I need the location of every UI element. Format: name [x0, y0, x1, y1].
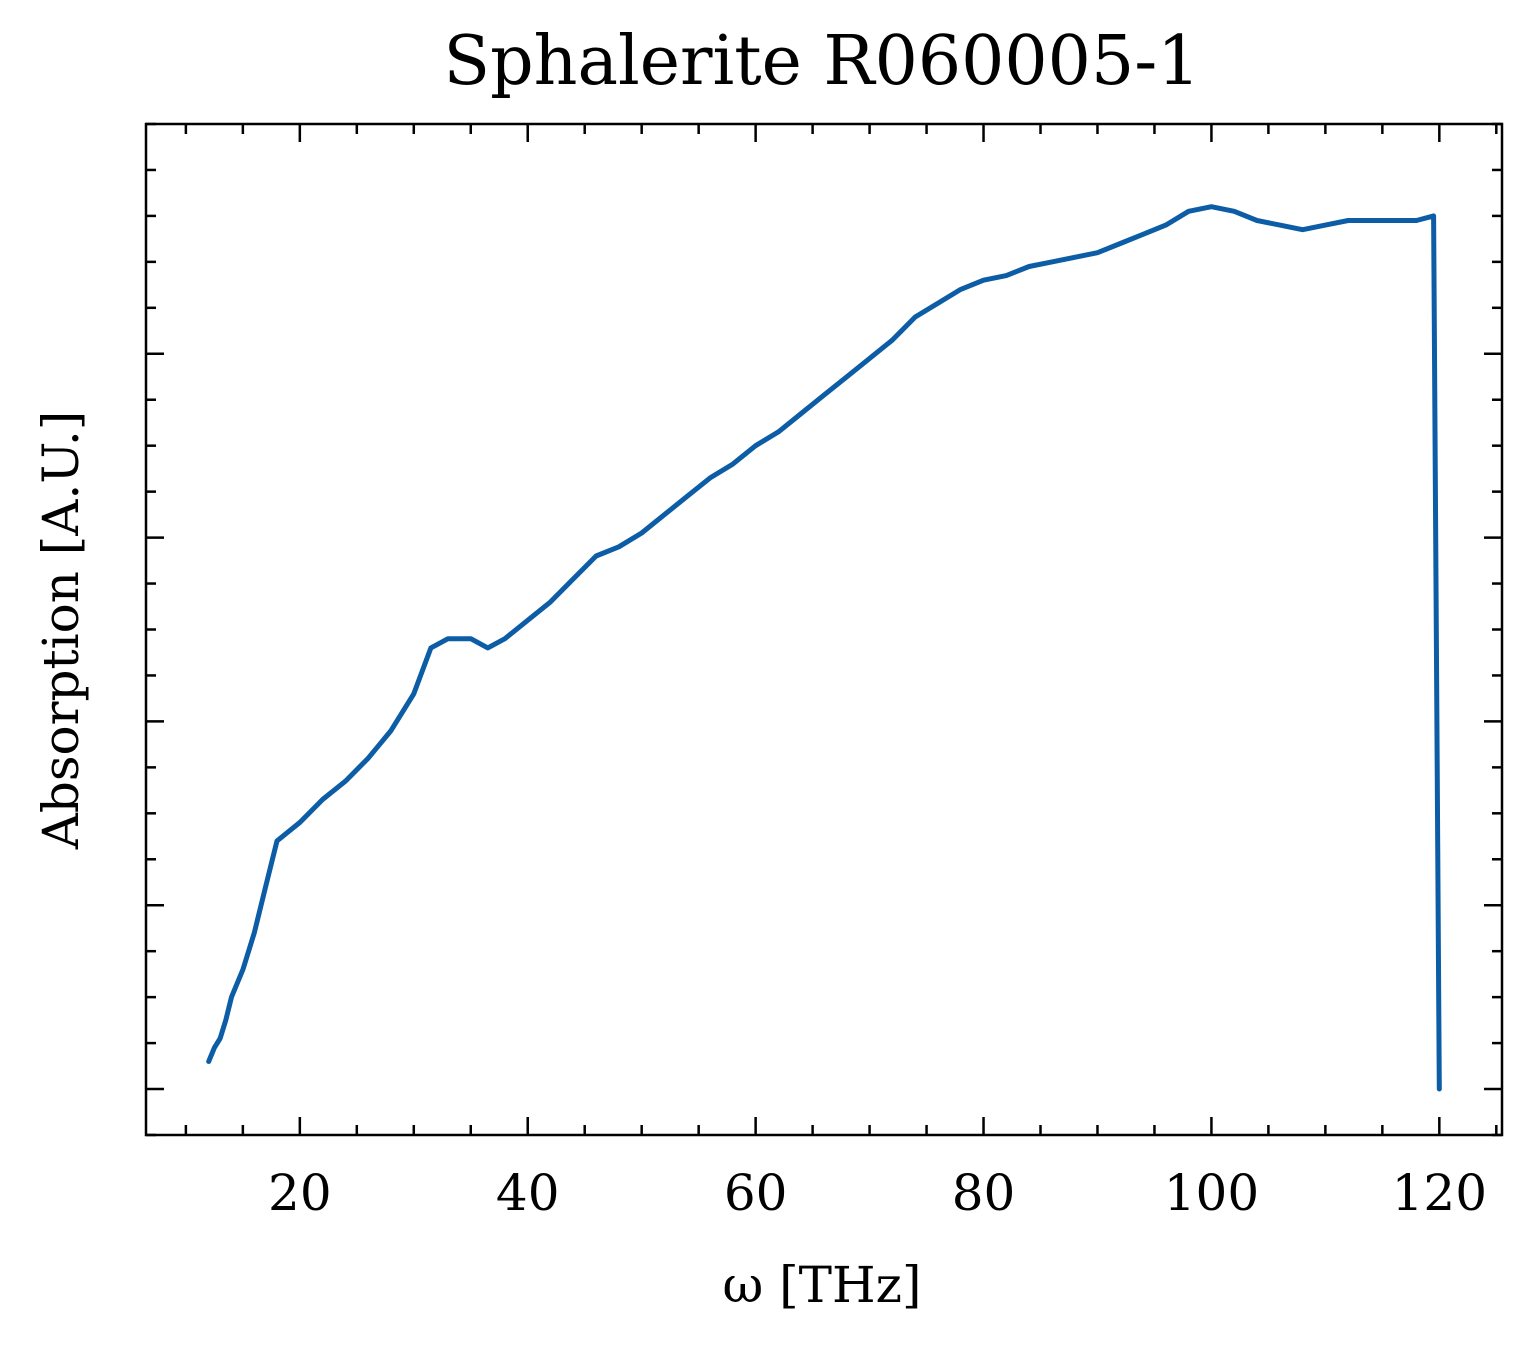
- x-tick-labels: 20 40 60 80 100 120: [268, 1164, 1487, 1222]
- chart-title: Sphalerite R060005-1: [444, 22, 1201, 101]
- x-tick-label: 80: [952, 1164, 1016, 1222]
- x-tick-label: 120: [1392, 1164, 1487, 1222]
- axis-ticks: [146, 122, 1502, 1137]
- x-axis-label: ω [THz]: [723, 1256, 922, 1314]
- y-axis-label: Absorption [A.U.]: [32, 411, 90, 851]
- absorption-line: [206, 204, 1442, 1092]
- x-tick-label: 100: [1164, 1164, 1259, 1222]
- x-tick-label: 40: [496, 1164, 560, 1222]
- plot-frame: [144, 122, 1504, 1137]
- x-tick-label: 60: [724, 1164, 788, 1222]
- x-tick-label: 20: [268, 1164, 332, 1222]
